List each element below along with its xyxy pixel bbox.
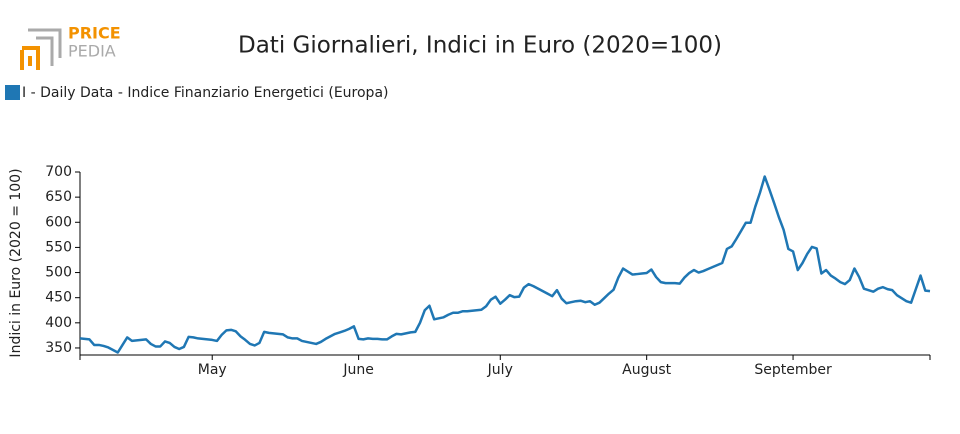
y-axis-label: Indici in Euro (2020 = 100) [8,168,24,357]
x-tick-label: July [487,362,513,378]
x-tick-label: May [198,362,227,378]
y-tick-label: 700 [45,164,72,180]
legend-label: I - Daily Data - Indice Finanziario Ener… [22,85,388,101]
logo-text: PEDIA [68,42,116,61]
logo-mark [28,28,62,66]
series-line [79,175,931,354]
x-tick-label: August [622,362,672,378]
logo-text: PRICE [68,24,121,43]
y-tick-label: 450 [45,290,72,306]
y-tick-label: 400 [45,315,72,331]
y-tick-label: 350 [45,340,72,356]
y-tick-label: 600 [45,214,72,230]
x-tick-label: September [754,362,832,378]
y-tick-label: 650 [45,189,72,205]
chart-title: Dati Giornalieri, Indici in Euro (2020=1… [238,33,722,59]
x-tick-label: June [342,362,374,378]
legend-swatch [5,85,20,100]
y-tick-label: 550 [45,239,72,255]
logo: PRICE PEDIA [20,24,121,70]
logo-mark [20,46,40,70]
y-tick-label: 500 [45,265,72,281]
